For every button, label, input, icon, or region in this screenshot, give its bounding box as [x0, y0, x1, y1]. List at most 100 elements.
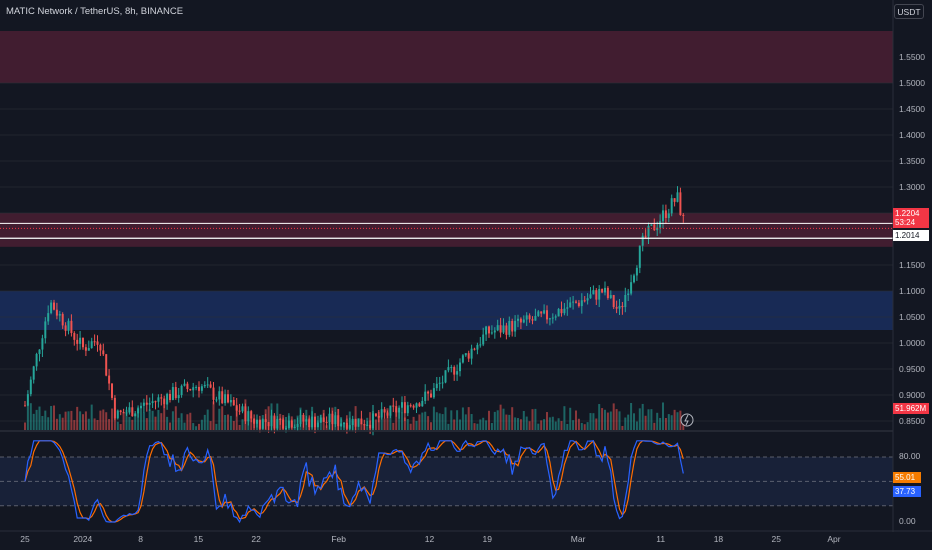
volume-bar: [212, 401, 215, 430]
volume-bar: [61, 417, 64, 430]
candle-body: [682, 214, 685, 216]
candle-body: [363, 424, 366, 426]
candle-body: [79, 337, 82, 344]
candle-body: [377, 415, 380, 418]
volume-bar: [67, 411, 70, 430]
time-tick-label: Mar: [570, 534, 586, 544]
candle-body: [241, 406, 244, 412]
volume-bar: [554, 421, 557, 430]
volume-bar: [621, 425, 624, 430]
volume-bar: [453, 419, 456, 430]
volume-bar: [435, 412, 438, 430]
candle-body: [273, 415, 276, 429]
lightning-icon[interactable]: [680, 413, 694, 427]
volume-bar: [615, 409, 618, 430]
candle-body: [493, 330, 496, 333]
candle-body: [183, 383, 186, 386]
volume-bar: [215, 423, 218, 430]
candle-body: [215, 399, 218, 401]
volume-bar: [635, 421, 638, 430]
volume-bar: [638, 408, 641, 430]
countdown-value: 53:24: [895, 218, 916, 227]
volume-bar: [84, 411, 87, 430]
volume-bar: [183, 422, 186, 430]
candle-body: [601, 288, 604, 293]
price-tick-label: 1.4000: [899, 130, 925, 140]
candle-body: [264, 419, 267, 423]
volume-bar: [137, 407, 140, 430]
candle-body: [119, 410, 122, 413]
candle-body: [624, 294, 627, 308]
osc-tick-80: 80.00: [899, 451, 921, 461]
volume-bar: [93, 418, 96, 430]
currency-button[interactable]: USDT: [894, 4, 924, 19]
candle-body: [540, 311, 543, 314]
volume-bar: [235, 406, 238, 430]
volume-bar: [41, 415, 44, 430]
stoch-k-line: [24, 439, 684, 524]
volume-bar: [546, 412, 548, 430]
candle-body: [41, 338, 44, 350]
candle-body: [93, 341, 96, 343]
volume-bar: [224, 414, 227, 430]
candle-body: [148, 403, 151, 405]
candle-body: [343, 422, 345, 424]
volume-bar: [148, 409, 151, 430]
volume-bar: [38, 406, 41, 430]
volume-bar: [412, 416, 415, 430]
volume-bar: [128, 417, 131, 430]
volume-bar: [44, 410, 47, 430]
volume-bar: [548, 417, 551, 430]
candle-body: [459, 362, 461, 372]
volume-bar: [374, 419, 377, 430]
volume-bar: [667, 414, 670, 430]
candle-body: [140, 405, 142, 409]
volume-tag: 51.962M: [893, 403, 929, 414]
volume-bar: [557, 418, 560, 430]
time-tick-label: 19: [482, 534, 493, 544]
candle-body: [441, 382, 444, 384]
candle-body: [151, 401, 154, 404]
candle-body: [311, 416, 314, 428]
candle-body: [267, 422, 270, 427]
volume-bar: [514, 417, 517, 430]
volume-bar: [241, 419, 244, 430]
volume-bar: [151, 410, 154, 430]
candle-body: [653, 224, 656, 231]
candle-body: [386, 412, 389, 416]
volume-bar: [163, 405, 166, 430]
candle-body: [354, 418, 357, 427]
volume-bar: [221, 406, 224, 430]
volume-bar: [676, 412, 679, 430]
candle-body: [557, 309, 560, 317]
candle-body: [679, 192, 682, 215]
volume-bar: [464, 414, 467, 430]
volume-bar: [64, 411, 67, 430]
time-tick-label: Apr: [827, 534, 841, 544]
time-tick-label: 22: [251, 534, 261, 544]
volume-bar: [662, 402, 664, 430]
candle-body: [554, 316, 557, 318]
candle-body: [548, 318, 551, 320]
candle-body: [664, 210, 667, 218]
candle-body: [325, 421, 328, 423]
volume-bar: [285, 416, 287, 430]
volume-bar: [531, 409, 534, 430]
stoch-k-tag: 37.73: [893, 486, 921, 497]
candle-body: [305, 419, 308, 422]
volume-bar: [395, 408, 398, 430]
volume-bar: [398, 410, 401, 430]
volume-bar: [598, 404, 601, 430]
candle-body: [64, 325, 67, 331]
candle-body: [116, 410, 119, 419]
volume-bar: [383, 418, 386, 430]
candle-body: [200, 386, 203, 391]
candle-body: [250, 411, 253, 419]
candle-body: [395, 406, 398, 413]
volume-bar: [444, 407, 447, 430]
price-tick-label: 0.9000: [899, 390, 925, 400]
candle-body: [351, 418, 354, 426]
volume-bar: [24, 422, 26, 430]
candle-body: [96, 341, 99, 345]
